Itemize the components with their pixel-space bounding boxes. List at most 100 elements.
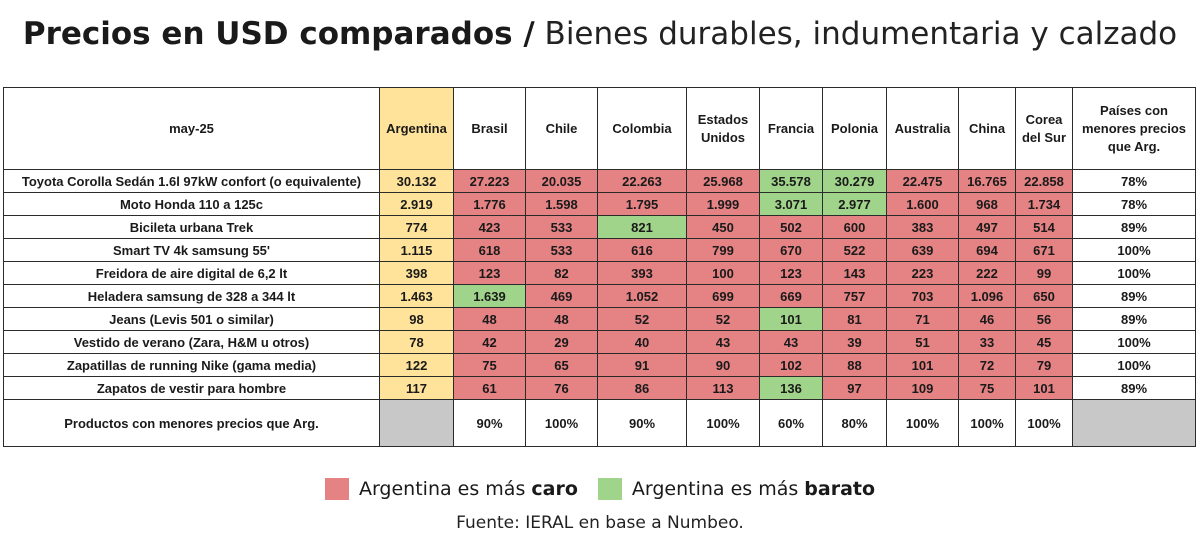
price-cell: 40: [597, 330, 687, 354]
price-cell: 43: [759, 330, 823, 354]
row-label: Jeans (Levis 501 o similar): [3, 307, 380, 331]
price-cell: 51: [886, 330, 959, 354]
share-cell: 100%: [1072, 238, 1196, 262]
price-cell: 33: [958, 330, 1016, 354]
price-cell: 61: [453, 376, 526, 400]
footer-percent-cell: 60%: [759, 399, 823, 447]
price-cell: 52: [686, 307, 760, 331]
share-cell: 100%: [1072, 261, 1196, 285]
table-row: Vestido de verano (Zara, H&M u otros) 78 4…: [3, 330, 1196, 354]
price-cell: 2.977: [822, 192, 887, 216]
footer-percent-cell: 80%: [822, 399, 887, 447]
price-cell: 1.115: [379, 238, 454, 262]
price-cell: 533: [525, 238, 598, 262]
price-cell: 1.776: [453, 192, 526, 216]
price-cell: 46: [958, 307, 1016, 331]
row-label: Toyota Corolla Sedán 1.6l 97kW confort (…: [3, 169, 380, 193]
price-cell: 88: [822, 353, 887, 377]
share-cell: 89%: [1072, 376, 1196, 400]
row-label: Bicileta urbana Trek: [3, 215, 380, 239]
footer-label: Productos con menores precios que Arg.: [3, 399, 380, 447]
price-cell: 22.475: [886, 169, 959, 193]
price-cell: 1.734: [1015, 192, 1073, 216]
table-header-row: may-25 Argentina Brasil Chile Colombia Estad…: [3, 87, 1196, 170]
price-cell: 123: [453, 261, 526, 285]
price-cell: 1.795: [597, 192, 687, 216]
price-cell: 56: [1015, 307, 1073, 331]
column-header: China: [958, 87, 1016, 170]
column-header: Chile: [525, 87, 598, 170]
price-cell: 1.096: [958, 284, 1016, 308]
legend-label-caro: Argentina es más: [358, 478, 526, 500]
price-cell: 618: [453, 238, 526, 262]
price-cell: 469: [525, 284, 598, 308]
table-row: Zapatos de vestir para hombre 117 61 76 86 11…: [3, 376, 1196, 400]
price-cell: 639: [886, 238, 959, 262]
price-cell: 450: [686, 215, 760, 239]
legend-swatch-barato: [597, 478, 622, 500]
price-cell: 75: [453, 353, 526, 377]
footer-percent-cell: 100%: [686, 399, 760, 447]
price-cell: 90: [686, 353, 760, 377]
price-cell: 101: [1015, 376, 1073, 400]
row-label: Zapatillas de running Nike (gama media): [3, 353, 380, 377]
chart-title: Precios en USD comparados / Bienes durab…: [0, 16, 1200, 52]
share-cell: 89%: [1072, 215, 1196, 239]
row-label: Moto Honda 110 a 125c: [3, 192, 380, 216]
price-cell: 42: [453, 330, 526, 354]
row-label: Vestido de verano (Zara, H&M u otros): [3, 330, 380, 354]
price-cell: 27.223: [453, 169, 526, 193]
price-cell: 52: [597, 307, 687, 331]
price-cell: 497: [958, 215, 1016, 239]
footer-percent-cell: 100%: [886, 399, 959, 447]
price-cell: 1.600: [886, 192, 959, 216]
price-cell: 99: [1015, 261, 1073, 285]
price-cell: 143: [822, 261, 887, 285]
legend-swatch-caro: [324, 478, 349, 500]
price-cell: 30.279: [822, 169, 887, 193]
price-cell: 48: [453, 307, 526, 331]
table-row: Toyota Corolla Sedán 1.6l 97kW confort (…: [3, 169, 1196, 193]
price-cell: 423: [453, 215, 526, 239]
price-cell: 113: [686, 376, 760, 400]
footer-percent-cell: 90%: [597, 399, 687, 447]
column-header: Australia: [886, 87, 959, 170]
table-row: Freidora de aire digital de 6,2 lt 398 123…: [3, 261, 1196, 285]
price-cell: 821: [597, 215, 687, 239]
price-cell: 650: [1015, 284, 1073, 308]
column-header-share: Países con menores precios que Arg.: [1072, 87, 1196, 170]
footer-empty-cell: [379, 399, 454, 447]
price-cell: 78: [379, 330, 454, 354]
price-cell: 757: [822, 284, 887, 308]
price-cell: 533: [525, 215, 598, 239]
row-label: Freidora de aire digital de 6,2 lt: [3, 261, 380, 285]
column-header: Colombia: [597, 87, 687, 170]
price-cell: 72: [958, 353, 1016, 377]
price-cell: 398: [379, 261, 454, 285]
price-cell: 393: [597, 261, 687, 285]
legend: Argentina es más caro Argentina es más b…: [0, 478, 1200, 500]
price-cell: 79: [1015, 353, 1073, 377]
price-comparison-table: may-25 Argentina Brasil Chile Colombia Estad…: [3, 87, 1196, 447]
price-cell: 109: [886, 376, 959, 400]
price-cell: 30.132: [379, 169, 454, 193]
price-cell: 694: [958, 238, 1016, 262]
price-cell: 101: [759, 307, 823, 331]
price-cell: 3.071: [759, 192, 823, 216]
column-header: Corea del Sur: [1015, 87, 1073, 170]
price-cell: 22.263: [597, 169, 687, 193]
footer-percent-cell: 90%: [453, 399, 526, 447]
price-cell: 86: [597, 376, 687, 400]
share-cell: 78%: [1072, 192, 1196, 216]
price-cell: 223: [886, 261, 959, 285]
price-cell: 25.968: [686, 169, 760, 193]
table-row: Jeans (Levis 501 o similar) 98 48 48 52 52 101…: [3, 307, 1196, 331]
price-cell: 35.578: [759, 169, 823, 193]
price-cell: 122: [379, 353, 454, 377]
price-cell: 102: [759, 353, 823, 377]
price-cell: 117: [379, 376, 454, 400]
price-cell: 699: [686, 284, 760, 308]
price-cell: 75: [958, 376, 1016, 400]
price-cell: 22.858: [1015, 169, 1073, 193]
price-cell: 100: [686, 261, 760, 285]
